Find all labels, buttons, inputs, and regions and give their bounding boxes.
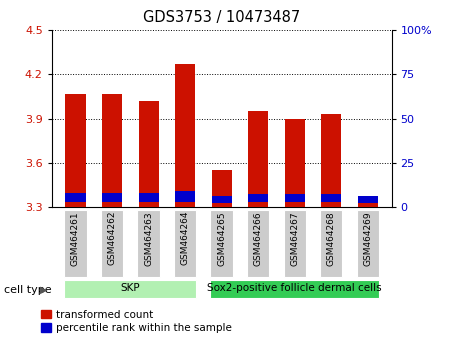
Text: cell type: cell type [4,285,52,295]
Text: GSM464261: GSM464261 [71,211,80,266]
Bar [64,210,87,277]
Bar [174,210,196,277]
Bar [65,93,86,207]
Bar [358,196,378,202]
Bar [212,170,232,207]
Bar [358,198,378,207]
Text: GSM464264: GSM464264 [180,211,189,266]
Bar [285,119,305,207]
Bar [321,194,341,202]
Legend: transformed count, percentile rank within the sample: transformed count, percentile rank withi… [41,310,232,333]
Text: GSM464265: GSM464265 [217,211,226,266]
Text: GSM464266: GSM464266 [254,211,263,266]
Bar [102,93,122,207]
Bar [137,210,160,277]
Bar [320,210,342,277]
Bar [248,194,268,202]
Bar [102,193,122,202]
Bar [175,191,195,202]
Bar [211,280,379,298]
Text: SKP: SKP [121,284,140,293]
Bar [248,111,268,207]
Bar [247,210,269,277]
Bar [175,64,195,207]
Text: GSM464267: GSM464267 [290,211,299,266]
Bar [321,114,341,207]
Bar [139,101,158,207]
Bar [65,193,86,202]
Bar [212,196,232,202]
Text: GSM464269: GSM464269 [363,211,372,266]
Text: GSM464263: GSM464263 [144,211,153,266]
Bar [284,210,306,277]
Title: GDS3753 / 10473487: GDS3753 / 10473487 [143,10,300,25]
Bar [211,210,233,277]
Bar [64,280,196,298]
Text: Sox2-positive follicle dermal cells: Sox2-positive follicle dermal cells [207,284,382,293]
Text: GSM464262: GSM464262 [108,211,117,266]
Text: GSM464268: GSM464268 [327,211,336,266]
Bar [285,194,305,202]
Bar [139,193,158,202]
Text: ▶: ▶ [40,285,47,295]
Bar [101,210,123,277]
Bar [356,210,379,277]
